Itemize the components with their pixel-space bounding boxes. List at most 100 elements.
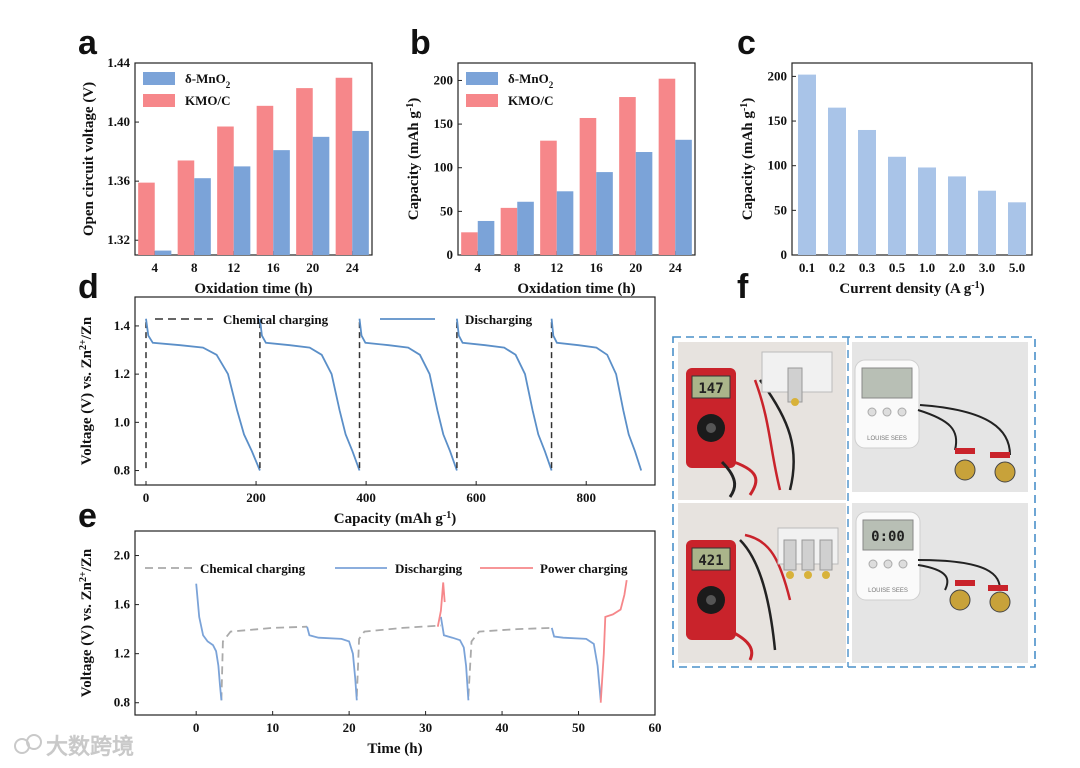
discharge-curve bbox=[456, 318, 553, 471]
alligator-clip-red bbox=[955, 448, 975, 454]
x-tick-label: 20 bbox=[343, 720, 356, 735]
series-discharging bbox=[306, 626, 358, 701]
x-tick-label: 24 bbox=[669, 260, 683, 275]
watermark-logo-icon bbox=[26, 734, 42, 750]
y-tick-label: 200 bbox=[434, 72, 454, 87]
x-tick-label: 0.5 bbox=[889, 260, 906, 275]
x-tick-label: 0.3 bbox=[859, 260, 876, 275]
bar-mno bbox=[273, 150, 290, 255]
bar-mno bbox=[477, 220, 495, 255]
y-axis-label: Voltage (V) vs. Zn2+/Zn bbox=[78, 316, 96, 465]
watermark-text: 大数跨境 bbox=[46, 734, 134, 759]
y-tick-label: 1.2 bbox=[114, 646, 130, 661]
panel-label-f: f bbox=[737, 268, 749, 306]
y-axis-label: Open circuit voltage (V) bbox=[81, 82, 97, 236]
x-tick-label: 10 bbox=[266, 720, 279, 735]
legend-label: Chemical charging bbox=[200, 561, 306, 576]
y-tick-label: 1.6 bbox=[114, 597, 131, 612]
y-tick-label: 50 bbox=[440, 203, 453, 218]
coin-cell bbox=[954, 459, 976, 481]
timer-button bbox=[868, 559, 878, 569]
legend-swatch bbox=[466, 94, 498, 107]
chart-c: 0 50 100 150 200 Current density (A g-1) Capac… bbox=[739, 62, 1033, 298]
y-tick-label: 1.0 bbox=[114, 414, 130, 429]
bar-mno bbox=[352, 130, 369, 255]
bar-kmoc bbox=[138, 182, 155, 255]
x-tick-label: 0.2 bbox=[829, 260, 845, 275]
legend-label: KMO/C bbox=[185, 93, 231, 108]
multimeter-reading-bottom: 421 bbox=[698, 553, 723, 569]
y-axis-label: Capacity (mAh g-1) bbox=[739, 98, 757, 221]
discharge-curve bbox=[358, 318, 458, 471]
legend-label: δ-MnO2 bbox=[185, 71, 231, 90]
bar-kmoc bbox=[335, 77, 353, 256]
bar-kmoc bbox=[540, 140, 557, 255]
x-axis-label: Current density (A g-1) bbox=[839, 280, 984, 298]
timer-wire bbox=[917, 564, 949, 591]
x-axis-label: Time (h) bbox=[367, 741, 422, 757]
discharge-curve bbox=[145, 318, 261, 471]
timer-brand-bottom: LOUISE SEES bbox=[868, 588, 908, 594]
multimeter-reading-top: 147 bbox=[698, 381, 723, 397]
bar bbox=[828, 107, 846, 256]
x-tick-label: 4 bbox=[475, 260, 482, 275]
x-tick-label: 0 bbox=[143, 490, 150, 505]
timer-button bbox=[882, 407, 892, 417]
y-tick-label: 100 bbox=[768, 158, 788, 173]
series-chemical-charging bbox=[355, 624, 441, 697]
timer-reading-bottom: 0:00 bbox=[871, 529, 905, 545]
photo-frame bbox=[672, 336, 1036, 668]
chart-e: 0.8 1.2 1.6 2.0 Time (h) Voltage (V) vs. Zn2+… bbox=[78, 530, 662, 757]
bar-mno bbox=[233, 166, 251, 255]
legend-label: Discharging bbox=[465, 312, 533, 327]
battery-cell bbox=[819, 539, 833, 571]
x-tick-label: 5.0 bbox=[1009, 260, 1025, 275]
bar bbox=[798, 74, 816, 255]
timer-button bbox=[897, 407, 907, 417]
x-tick-label: 60 bbox=[649, 720, 662, 735]
legend-swatch bbox=[143, 94, 175, 107]
probe-lead-red bbox=[727, 628, 754, 661]
battery-cell bbox=[787, 367, 803, 403]
x-tick-label: 2.0 bbox=[949, 260, 965, 275]
alligator-clip-red bbox=[988, 585, 1008, 591]
x-tick-label: 800 bbox=[576, 490, 596, 505]
bar-mno bbox=[675, 139, 692, 255]
bar-kmoc bbox=[217, 126, 234, 255]
panel-label-d: d bbox=[78, 268, 99, 306]
photo-multimeter-series: 421 bbox=[678, 503, 846, 663]
y-axis-label: Voltage (V) vs. Zn2+/Zn bbox=[78, 548, 96, 697]
y-tick-label: 150 bbox=[434, 116, 454, 131]
axes-frame bbox=[791, 62, 1033, 256]
x-tick-label: 50 bbox=[572, 720, 585, 735]
probe-lead-black bbox=[720, 460, 737, 498]
timer-button bbox=[883, 559, 893, 569]
timer-button bbox=[867, 407, 877, 417]
multimeter-display bbox=[691, 375, 731, 399]
timer-button bbox=[898, 559, 908, 569]
x-tick-label: 0 bbox=[193, 720, 200, 735]
bar bbox=[1008, 202, 1026, 255]
y-tick-label: 1.36 bbox=[107, 173, 130, 188]
x-axis-label: Oxidation time (h) bbox=[517, 281, 635, 297]
x-tick-label: 16 bbox=[590, 260, 604, 275]
legend-label: KMO/C bbox=[508, 93, 554, 108]
bar-mno bbox=[517, 201, 534, 255]
alligator-clip-red bbox=[990, 452, 1010, 458]
battery-cell bbox=[783, 539, 797, 571]
y-tick-label: 100 bbox=[434, 160, 454, 175]
axes-frame bbox=[134, 62, 373, 256]
series-discharging bbox=[195, 583, 223, 701]
y-tick-label: 150 bbox=[768, 113, 788, 128]
photo-timer-single: LOUISE SEES bbox=[852, 342, 1028, 492]
timer-wire bbox=[917, 409, 958, 451]
y-tick-label: 0 bbox=[447, 247, 454, 262]
bar-mno bbox=[596, 172, 613, 255]
x-tick-label: 12 bbox=[550, 260, 563, 275]
y-tick-label: 50 bbox=[774, 202, 787, 217]
x-tick-label: 20 bbox=[306, 260, 319, 275]
timer-display bbox=[861, 367, 913, 399]
legend-label: δ-MnO2 bbox=[508, 71, 554, 90]
probe-lead-red bbox=[727, 458, 758, 496]
